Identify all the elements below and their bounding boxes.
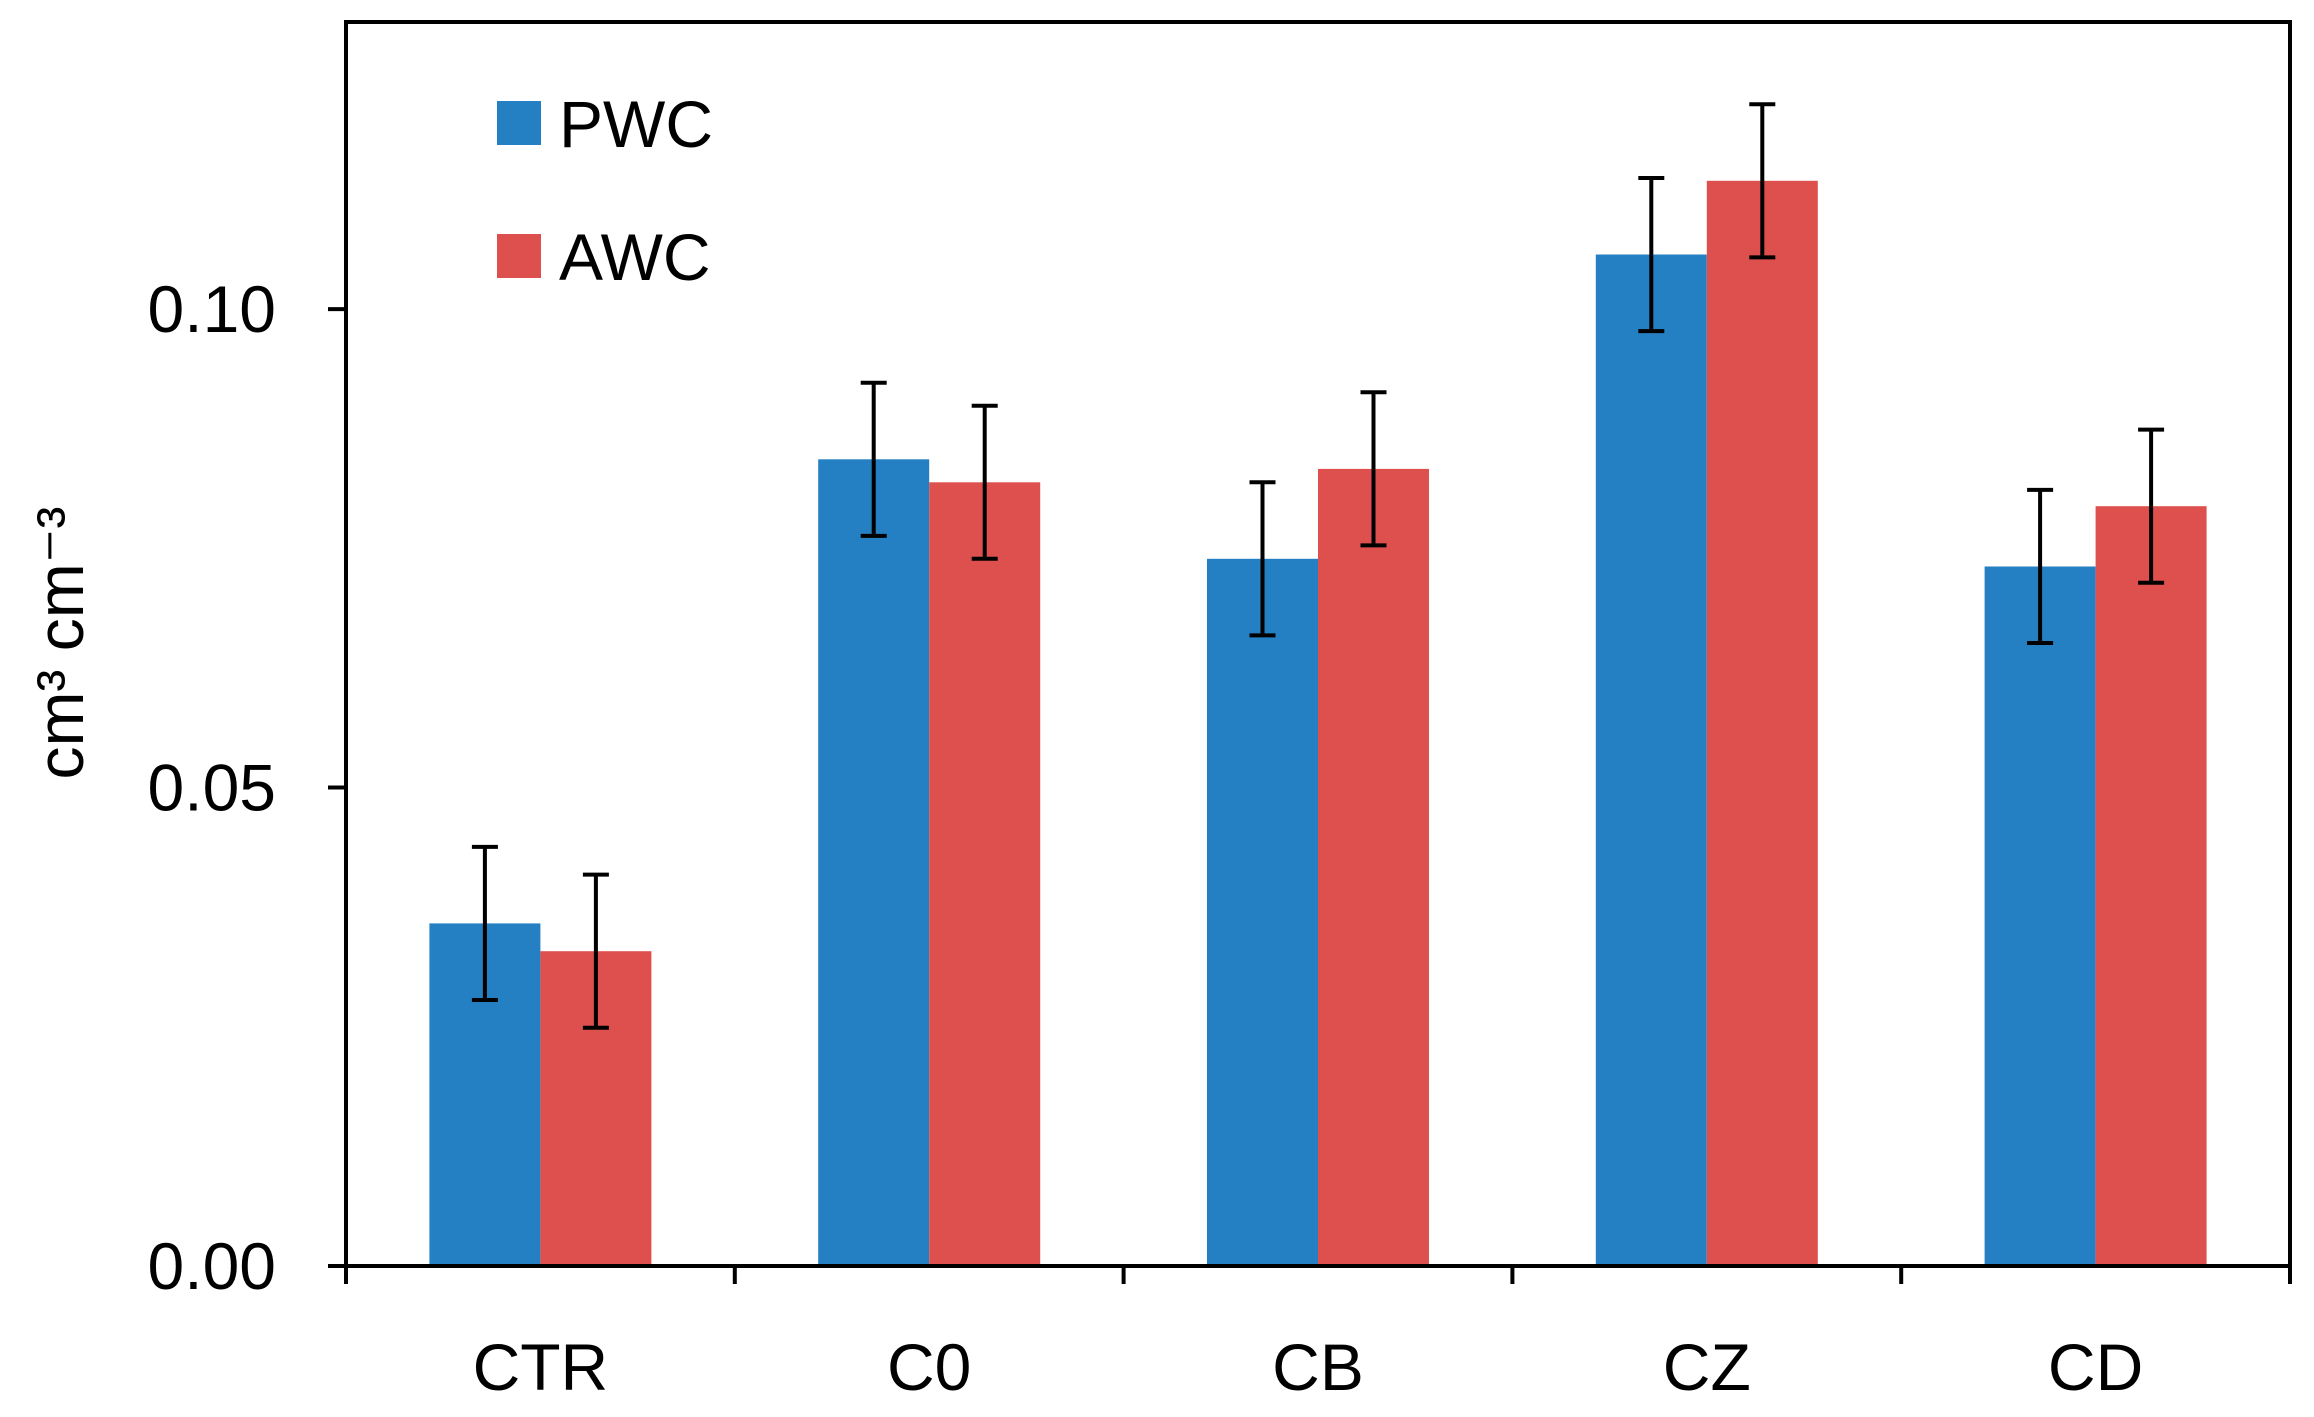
axes-layer [344,20,2292,1268]
error-bar-pwc-cb [1249,480,1276,638]
y-axis-title: cm³ cm⁻³ [23,506,97,779]
x-tick-label-cz: CZ [1663,1330,1751,1404]
legend-item-awc: AWC [497,220,711,294]
bars-layer [429,180,2207,1266]
y-ticks-layer: 0.00 0.05 0.10 [148,272,346,1303]
legend: PWC AWC [497,87,713,294]
x-tick-label-cd: CD [2048,1330,2143,1404]
error-bar-awc-ctr [582,872,609,1030]
bar-awc-c0 [929,482,1041,1266]
error-bar-awc-c0 [971,403,998,561]
error-bar-pwc-cd [2027,487,2054,645]
x-ticks-layer: CTR C0 CB CZ CD [344,1266,2292,1404]
bar-awc-cz [1706,180,1818,1266]
bar-awc-cb [1318,468,1429,1266]
x-tick-label-ctr: CTR [473,1330,609,1404]
bar-pwc-cb [1207,558,1318,1266]
bar-awc-cd [2095,506,2207,1266]
error-bar-awc-cz [1749,102,1776,260]
error-bar-pwc-ctr [471,844,498,1002]
legend-label-pwc: PWC [559,87,713,161]
x-tick-label-cb: CB [1272,1330,1364,1404]
bar-pwc-c0 [818,459,930,1266]
y-tick-label: 0.10 [148,272,276,346]
error-bar-awc-cb [1360,390,1387,548]
plot-frame [344,20,2292,1268]
error-bar-awc-cd [2138,427,2165,585]
error-bar-pwc-cz [1638,176,1665,334]
bar-pwc-cd [1984,566,2096,1266]
x-tick-label-c0: C0 [887,1330,971,1404]
y-tick-label: 0.05 [148,751,276,825]
bar-pwc-cz [1595,254,1707,1266]
legend-swatch-awc [497,234,541,278]
legend-item-pwc: PWC [497,87,713,161]
error-bar-pwc-c0 [860,380,887,538]
legend-swatch-pwc [497,101,541,145]
legend-label-awc: AWC [559,220,711,294]
error-bars-layer [471,102,2165,1030]
y-tick-label: 0.00 [148,1229,276,1303]
